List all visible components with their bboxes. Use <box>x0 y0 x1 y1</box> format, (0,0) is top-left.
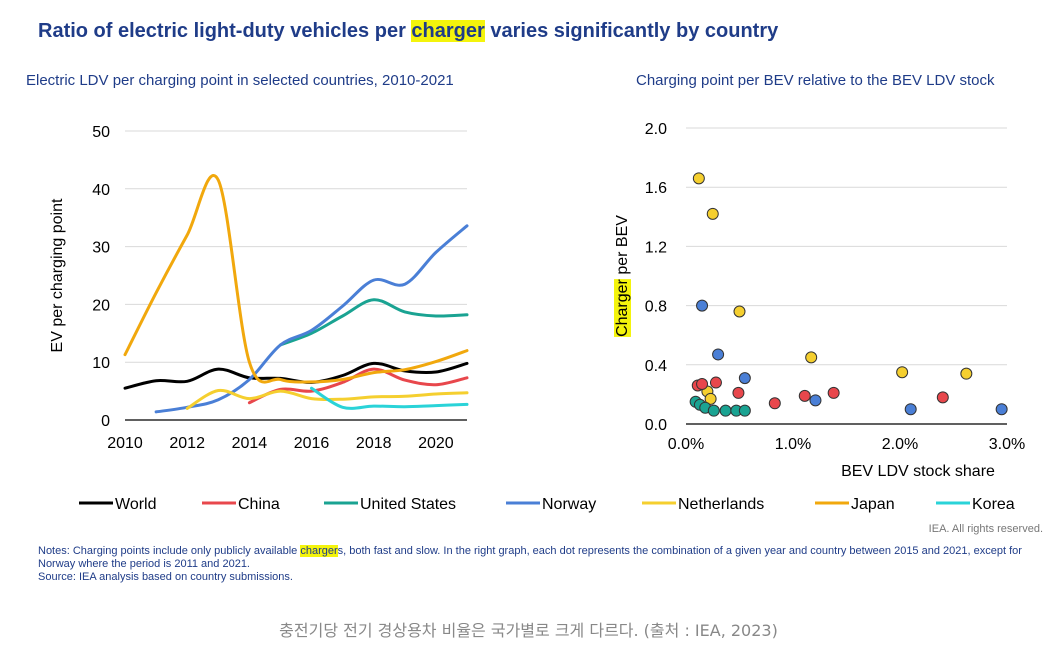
right-chart-title: Charging point per BEV relative to the B… <box>636 72 995 89</box>
scatter-point <box>732 386 745 399</box>
scatter-point <box>738 372 751 385</box>
line-chart: 0 10 20 30 40 50 2010 2012 2014 2016 2018 2020 EV pe… <box>49 124 469 452</box>
scatter-point <box>692 172 705 185</box>
scatter-point <box>798 389 811 402</box>
y-tick-label: 20 <box>92 297 110 314</box>
scatter-point <box>706 207 719 220</box>
y-axis-label-highlighted-word: Charger <box>614 278 631 336</box>
legend-label: Japan <box>851 496 895 513</box>
y-tick-label: 40 <box>92 182 110 199</box>
x-tick-label: 0.0% <box>668 436 704 453</box>
notes: Notes: Charging points include only publ… <box>38 545 1038 584</box>
y-axis-label-highlight <box>614 279 631 337</box>
x-tick-label: 2012 <box>169 435 205 452</box>
legend-label: United States <box>360 496 456 513</box>
scatter-chart: 0.0 0.4 0.8 1.2 1.6 2.0 0.0% 1.0% 2.0% 3.0% BEV LD… <box>614 121 1025 480</box>
figure-caption: 충전기당 전기 경상용차 비율은 국가별로 크게 다르다. (출처 : IEA,… <box>279 621 778 640</box>
rights-notice: IEA. All rights reserved. <box>928 523 1043 535</box>
scatter-point <box>712 348 725 361</box>
scatter-point <box>827 386 840 399</box>
legend-item-world: World <box>79 496 157 513</box>
legend-item-korea: Korea <box>936 496 1015 513</box>
x-tick-label: 2018 <box>356 435 392 452</box>
notes-text: Notes: Charging points include only publ… <box>38 545 1022 570</box>
x-tick-label: 2010 <box>107 435 143 452</box>
series-line-korea <box>310 386 469 410</box>
scatter-point <box>960 367 973 380</box>
scatter-point <box>995 403 1008 416</box>
legend-label: Korea <box>972 496 1015 513</box>
scatter-point <box>709 376 722 389</box>
legend-label: China <box>238 496 280 513</box>
series-line-japan <box>123 174 469 384</box>
x-tick-label: 2016 <box>294 435 330 452</box>
scatter-point <box>704 392 717 405</box>
scatter-point <box>809 394 822 407</box>
scatter-point <box>896 366 909 379</box>
scatter-point <box>707 404 720 417</box>
y-tick-label: 50 <box>92 124 110 141</box>
legend-label: World <box>115 496 157 513</box>
y-tick-label: 0 <box>101 413 110 430</box>
y-tick-label: 2.0 <box>645 121 667 138</box>
scatter-point <box>696 299 709 312</box>
left-chart-title: Electric LDV per charging point in selec… <box>26 72 454 89</box>
y-axis-label: EV per charging point <box>49 198 66 352</box>
y-tick-label: 0.8 <box>645 299 667 316</box>
page-title: Ratio of electric light-duty vehicles pe… <box>38 20 779 42</box>
y-axis-label-rest: per BEV <box>614 215 631 279</box>
x-tick-label: 2020 <box>418 435 454 452</box>
source-text: Source: IEA analysis based on country su… <box>38 571 293 583</box>
notes-highlight: charger <box>300 545 338 557</box>
scatter-point <box>696 378 709 391</box>
scatter-point <box>904 403 917 416</box>
x-tick-label: 2014 <box>232 435 268 452</box>
y-tick-label: 0.4 <box>645 358 667 375</box>
x-tick-label: 1.0% <box>775 436 811 453</box>
legend-item-china: China <box>202 496 280 513</box>
title-highlight: charger <box>411 20 485 42</box>
legend-label: Netherlands <box>678 496 764 513</box>
series-line-united-states <box>279 298 469 347</box>
scatter-point <box>738 404 751 417</box>
scatter-point <box>936 391 949 404</box>
x-tick-label: 2.0% <box>882 436 918 453</box>
y-tick-label: 1.6 <box>645 180 667 197</box>
legend-item-japan: Japan <box>815 496 895 513</box>
legend-item-netherlands: Netherlands <box>642 496 764 513</box>
series-line-norway <box>154 224 469 414</box>
y-axis-label: Charger per BEV <box>614 215 631 337</box>
charts-canvas: 0 10 20 30 40 50 2010 2012 2014 2016 2018 2020 EV pe… <box>49 121 1025 513</box>
legend-label: Norway <box>542 496 596 513</box>
y-tick-label: 10 <box>92 355 110 372</box>
scatter-point <box>768 397 781 410</box>
legend-item-norway: Norway <box>506 496 596 513</box>
scatter-point <box>733 305 746 318</box>
y-tick-label: 1.2 <box>645 239 667 256</box>
scatter-point <box>805 351 818 364</box>
legend: World China United States Norway Netherlands… <box>79 496 1015 513</box>
x-axis-label: BEV LDV stock share <box>841 463 995 480</box>
y-tick-label: 30 <box>92 240 110 257</box>
scatter-point <box>719 404 732 417</box>
x-tick-label: 3.0% <box>989 436 1025 453</box>
y-tick-label: 0.0 <box>645 417 667 434</box>
legend-item-united-states: United States <box>324 496 456 513</box>
